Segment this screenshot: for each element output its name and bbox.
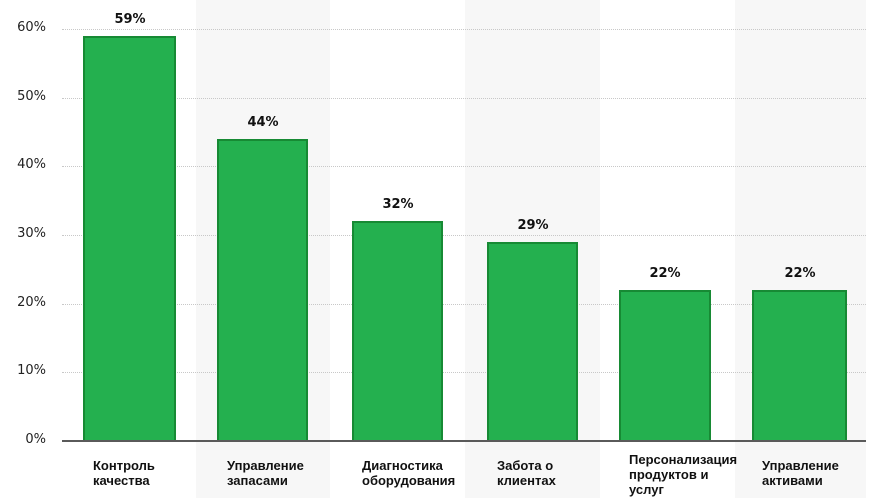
bar (487, 242, 578, 441)
x-label-line: Управление (762, 458, 839, 473)
y-tick-label: 40% (17, 157, 46, 172)
value-label: 59% (114, 12, 146, 27)
x-category-label: Диагностика оборудования (362, 458, 455, 488)
y-tick-label: 20% (17, 295, 46, 310)
x-category-label: Управление активами (762, 458, 839, 488)
gridline (62, 372, 866, 373)
gridline (62, 98, 866, 99)
x-label-line: качества (93, 473, 150, 488)
x-label-line: Управление (227, 458, 304, 473)
x-axis-line (62, 440, 866, 442)
x-label-line: услуг (629, 482, 664, 497)
gridline (62, 166, 866, 167)
bar (217, 139, 308, 441)
bar (83, 36, 176, 441)
x-label-line: Контроль (93, 458, 155, 473)
value-label: 44% (247, 115, 279, 130)
gridline (62, 304, 866, 305)
x-label-line: Диагностика (362, 458, 443, 473)
x-label-line: клиентах (497, 473, 556, 488)
value-label: 29% (517, 218, 549, 233)
x-label-line: оборудования (362, 473, 456, 488)
x-label-line: запасами (227, 473, 288, 488)
bar (352, 221, 443, 441)
x-label-line: активами (762, 473, 823, 488)
x-label-line: продуктов и (629, 467, 709, 482)
x-label-line: Забота о (497, 458, 554, 473)
y-tick-label: 60% (17, 20, 46, 35)
x-category-label: Забота о клиентах (497, 458, 556, 488)
value-label: 22% (784, 266, 816, 281)
x-label-line: Персонализация (629, 452, 738, 467)
y-tick-label: 30% (17, 226, 46, 241)
bar (752, 290, 847, 441)
y-tick-label: 50% (17, 89, 46, 104)
y-tick-label: 0% (25, 432, 46, 447)
x-category-label: Контроль качества (93, 458, 155, 488)
value-label: 32% (382, 197, 414, 212)
bar (619, 290, 711, 441)
y-tick-label: 10% (17, 363, 46, 378)
gridline (62, 29, 866, 30)
x-category-label: Управление запасами (227, 458, 304, 488)
gridline (62, 235, 866, 236)
x-category-label: Персонализация продуктов и услуг (629, 452, 737, 497)
value-label: 22% (649, 266, 681, 281)
